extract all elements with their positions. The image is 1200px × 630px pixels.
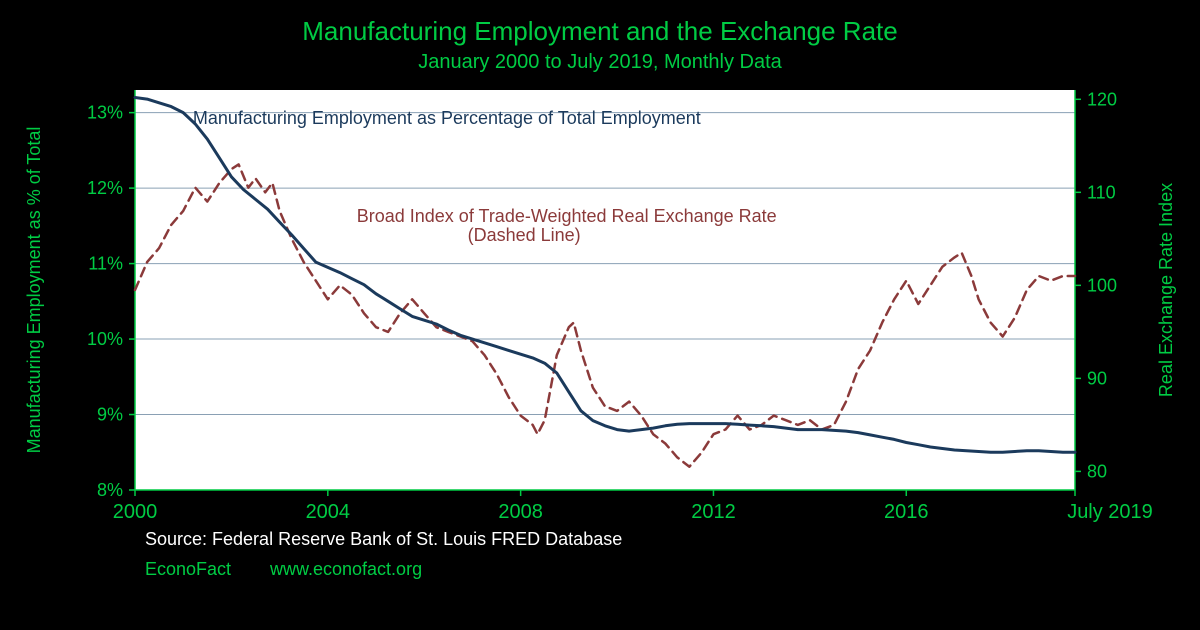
source-text: Source: Federal Reserve Bank of St. Loui… bbox=[145, 529, 622, 549]
y-right-tick-label: 100 bbox=[1087, 275, 1117, 295]
y-left-tick-label: 9% bbox=[97, 405, 123, 425]
y-left-axis-label: Manufacturing Employment as % of Total bbox=[24, 127, 44, 454]
series-exchange-label-l1: Broad Index of Trade-Weighted Real Excha… bbox=[357, 206, 777, 226]
footer-brand: EconoFact bbox=[145, 559, 231, 579]
plot-area bbox=[135, 90, 1075, 490]
x-tick-label: 2004 bbox=[306, 501, 351, 523]
y-right-axis-label: Real Exchange Rate Index bbox=[1156, 183, 1176, 397]
y-right-tick-label: 80 bbox=[1087, 461, 1107, 481]
footer-url: www.econofact.org bbox=[269, 559, 422, 579]
y-right-tick-label: 110 bbox=[1087, 182, 1116, 202]
chart-svg: Manufacturing Employment and the Exchang… bbox=[0, 0, 1200, 630]
x-tick-label: 2016 bbox=[884, 501, 929, 523]
chart-container: Manufacturing Employment and the Exchang… bbox=[0, 0, 1200, 630]
y-left-tick-label: 11% bbox=[88, 254, 123, 274]
chart-subtitle: January 2000 to July 2019, Monthly Data bbox=[418, 51, 782, 73]
x-tick-label: 2008 bbox=[498, 501, 543, 523]
y-right-tick-label: 120 bbox=[1087, 89, 1117, 109]
x-tick-label: 2012 bbox=[691, 501, 736, 523]
x-tick-label: 2000 bbox=[113, 501, 158, 523]
y-right-tick-label: 90 bbox=[1087, 368, 1107, 388]
series-exchange-label-l2: (Dashed Line) bbox=[468, 225, 581, 245]
x-tick-label: July 2019 bbox=[1067, 501, 1153, 523]
series-employment-label: Manufacturing Employment as Percentage o… bbox=[193, 108, 701, 128]
y-left-tick-label: 8% bbox=[97, 480, 123, 500]
y-left-tick-label: 13% bbox=[87, 103, 123, 123]
y-left-tick-label: 12% bbox=[87, 178, 123, 198]
chart-title: Manufacturing Employment and the Exchang… bbox=[302, 16, 897, 46]
y-left-tick-label: 10% bbox=[87, 329, 123, 349]
